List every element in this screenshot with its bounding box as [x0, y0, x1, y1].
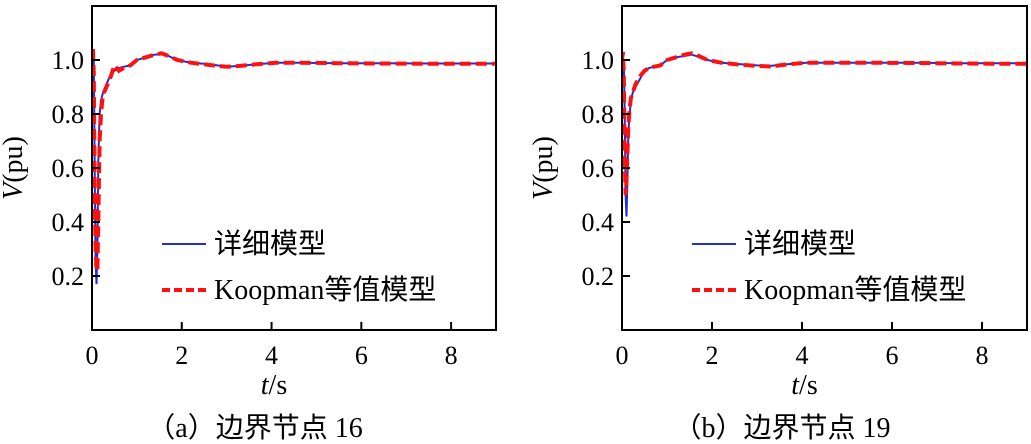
x-tick-label: 0 — [86, 341, 99, 370]
x-tick-label: 2 — [175, 341, 188, 370]
x-tick-label: 8 — [976, 341, 989, 370]
x-tick-label: 6 — [886, 341, 899, 370]
panel-caption: （a）边界节点 16 — [147, 412, 362, 444]
x-tick-label: 4 — [265, 341, 278, 370]
x-tick-label: 0 — [616, 341, 629, 370]
y-tick-label: 0.8 — [52, 100, 85, 129]
x-axis-label: t/s — [261, 370, 287, 401]
x-axis-label-unit: /s — [269, 370, 288, 401]
y-tick-label: 0.6 — [582, 154, 615, 183]
legend-label-2: Koopman等值模型 — [744, 274, 966, 306]
legend-label-2: Koopman等值模型 — [214, 274, 436, 306]
chart-panel-1: 0 2 4 6 8 0.2 0.4 0.6 0.8 1.0 t/s V(pu) 详细模型 Koopman等… — [0, 5, 497, 444]
x-axis-label-var: t — [791, 370, 800, 401]
y-tick-label: 0.2 — [582, 262, 615, 291]
series-koopman-line — [622, 51, 1027, 196]
y-tick-label: 0.8 — [582, 100, 615, 129]
x-axis-label: t/s — [791, 370, 817, 401]
x-tick-label: 4 — [796, 341, 809, 370]
y-axis-label: V(pu) — [0, 136, 29, 200]
legend-label-1: 详细模型 — [744, 228, 856, 260]
series-detailed-line — [622, 53, 1027, 217]
y-tick-label: 0.4 — [52, 208, 85, 237]
x-tick-label: 2 — [706, 341, 719, 370]
y-axis-label-var: V — [0, 180, 29, 200]
y-axis-label-unit: (pu) — [528, 136, 559, 183]
y-tick-label: 1.0 — [52, 46, 85, 75]
y-axis-label-unit: (pu) — [0, 136, 29, 183]
chart-panel-2: 0 2 4 6 8 0.2 0.4 0.6 0.8 1.0 t/s V(pu) 详细模型 Koopman等… — [528, 5, 1028, 444]
series-koopman-line — [92, 46, 496, 273]
x-axis-label-var: t — [261, 370, 270, 401]
y-tick-label: 1.0 — [582, 46, 615, 75]
x-tick-label: 6 — [355, 341, 368, 370]
y-tick-label: 0.4 — [582, 208, 615, 237]
y-tick-label: 0.2 — [52, 262, 85, 291]
y-tick-label: 0.6 — [52, 154, 85, 183]
y-axis-label-var: V — [528, 180, 559, 200]
y-axis-label: V(pu) — [528, 136, 559, 200]
panel-caption: （b）边界节点 19 — [673, 412, 890, 444]
x-tick-label: 8 — [445, 341, 458, 370]
x-axis-label-unit: /s — [799, 370, 818, 401]
legend-label-1: 详细模型 — [214, 228, 326, 260]
